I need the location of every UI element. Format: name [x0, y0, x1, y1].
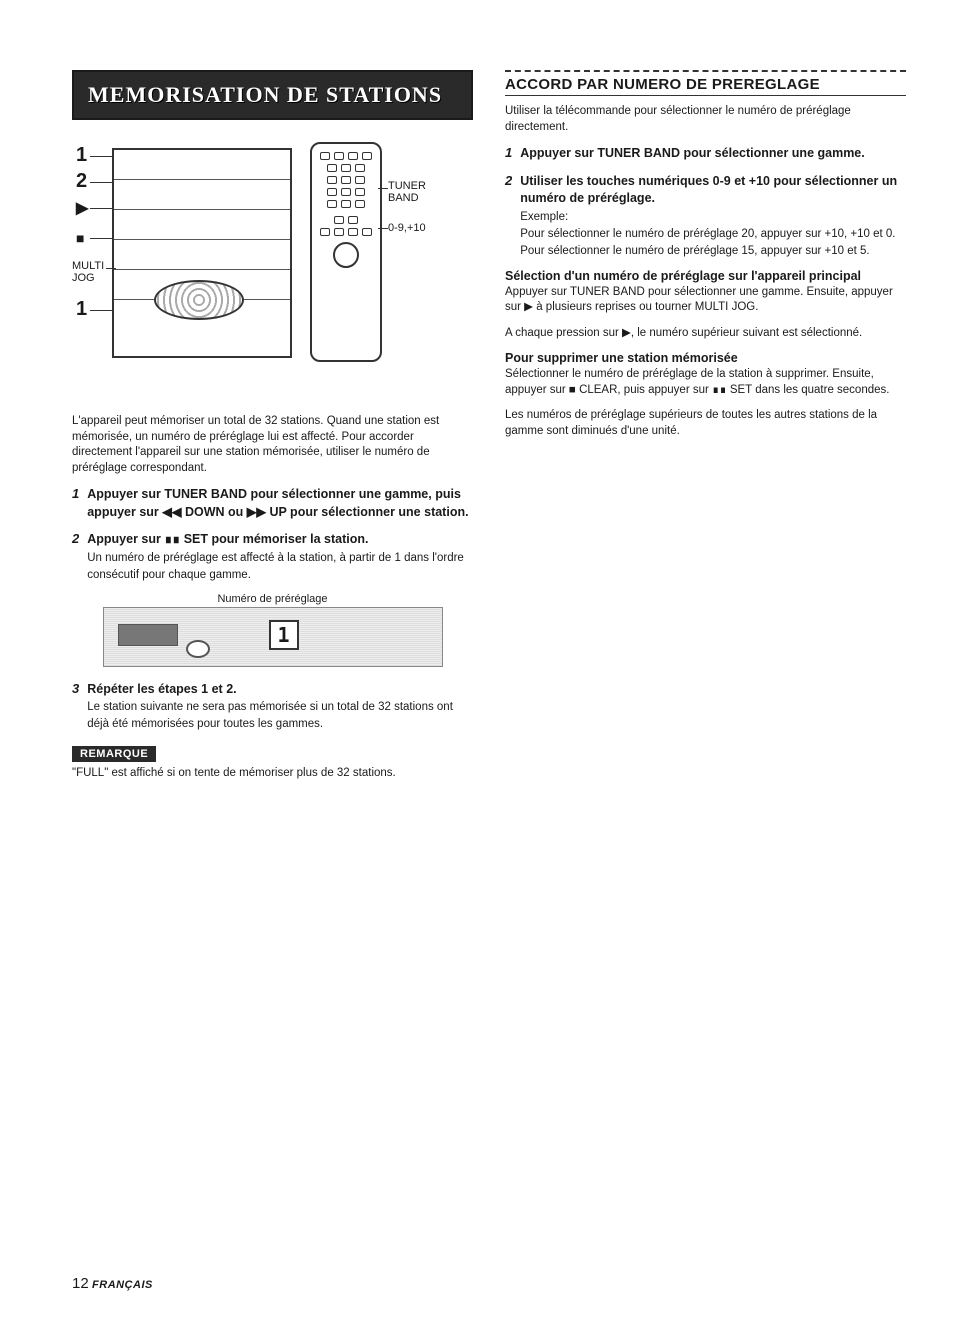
left-intro: L'appareil peut mémoriser un total de 32…: [72, 414, 473, 476]
left-step-1: 1 Appuyer sur TUNER BAND pour sélectionn…: [72, 486, 473, 521]
right-title: ACCORD PAR NUMERO DE PREREGLAGE: [505, 70, 906, 96]
section-banner: MEMORISATION DE STATIONS: [72, 70, 473, 120]
step-number: 2: [505, 173, 512, 259]
callout-numkeys: 0-9,+10: [388, 222, 426, 234]
selection-body-2: A chaque pression sur ▶, le numéro supér…: [505, 326, 906, 342]
page-number: 12: [72, 1275, 89, 1292]
left-column: MEMORISATION DE STATIONS 1 2: [72, 70, 473, 792]
callout-2: 2: [76, 170, 87, 193]
callout-play: ▶: [76, 198, 88, 218]
step-subtext: Un numéro de préréglage est affecté à la…: [87, 552, 464, 581]
callout-multijog: MULTI JOG: [72, 260, 104, 284]
step-text: Utiliser les touches numériques 0-9 et +…: [520, 174, 897, 206]
step-subtext: Le station suivante ne sera pas mémorisé…: [87, 701, 453, 730]
delete-body-2: Les numéros de préréglage supérieurs de …: [505, 408, 906, 439]
left-step-3: 3 Répéter les étapes 1 et 2. Le station …: [72, 681, 473, 733]
display-diagram: 1: [103, 607, 443, 667]
delete-body-1: Sélectionner le numéro de préréglage de …: [505, 367, 906, 398]
device-diagram: 1 2 ▶ ■ MULTI JOG 1 TUNER BAND 0-9,+10: [72, 138, 432, 398]
right-step-2: 2 Utiliser les touches numériques 0-9 et…: [505, 173, 906, 259]
callout-tuner-band: TUNER BAND: [388, 180, 426, 204]
right-intro: Utiliser la télécommande pour sélectionn…: [505, 104, 906, 135]
delete-heading: Pour supprimer une station mémorisée: [505, 351, 906, 365]
callout-1b: 1: [76, 298, 87, 321]
selection-body-1: Appuyer sur TUNER BAND pour sélectionner…: [505, 285, 906, 316]
step-number: 2: [72, 531, 79, 583]
step-text: Appuyer sur TUNER BAND pour sélectionner…: [87, 487, 468, 519]
right-step-1: 1 Appuyer sur TUNER BAND pour sélectionn…: [505, 145, 906, 163]
remark-text: "FULL" est affiché si on tente de mémori…: [72, 766, 473, 782]
step-subline: Pour sélectionner le numéro de préréglag…: [520, 245, 869, 257]
callout-stop: ■: [76, 230, 84, 246]
display-segment: 1: [269, 620, 299, 650]
step-number: 3: [72, 681, 79, 733]
callout-1a: 1: [76, 144, 87, 167]
left-step-2: 2 Appuyer sur ∎∎ SET pour mémoriser la s…: [72, 531, 473, 583]
display-caption: Numéro de préréglage: [72, 593, 473, 605]
page-footer: 12 FRANÇAIS: [72, 1275, 153, 1292]
step-text: Appuyer sur ∎∎ SET pour mémoriser la sta…: [87, 532, 368, 546]
selection-heading: Sélection d'un numéro de préréglage sur …: [505, 269, 906, 283]
step-subline: Pour sélectionner le numéro de préréglag…: [520, 228, 895, 240]
step-number: 1: [505, 145, 512, 163]
step-subline: Exemple:: [520, 211, 568, 223]
step-text: Appuyer sur TUNER BAND pour sélectionner…: [520, 146, 865, 160]
right-column: ACCORD PAR NUMERO DE PREREGLAGE Utiliser…: [505, 70, 906, 792]
page-language: FRANÇAIS: [92, 1279, 153, 1291]
step-number: 1: [72, 486, 79, 521]
step-text: Répéter les étapes 1 et 2.: [87, 682, 236, 696]
remark-badge: REMARQUE: [72, 746, 156, 762]
